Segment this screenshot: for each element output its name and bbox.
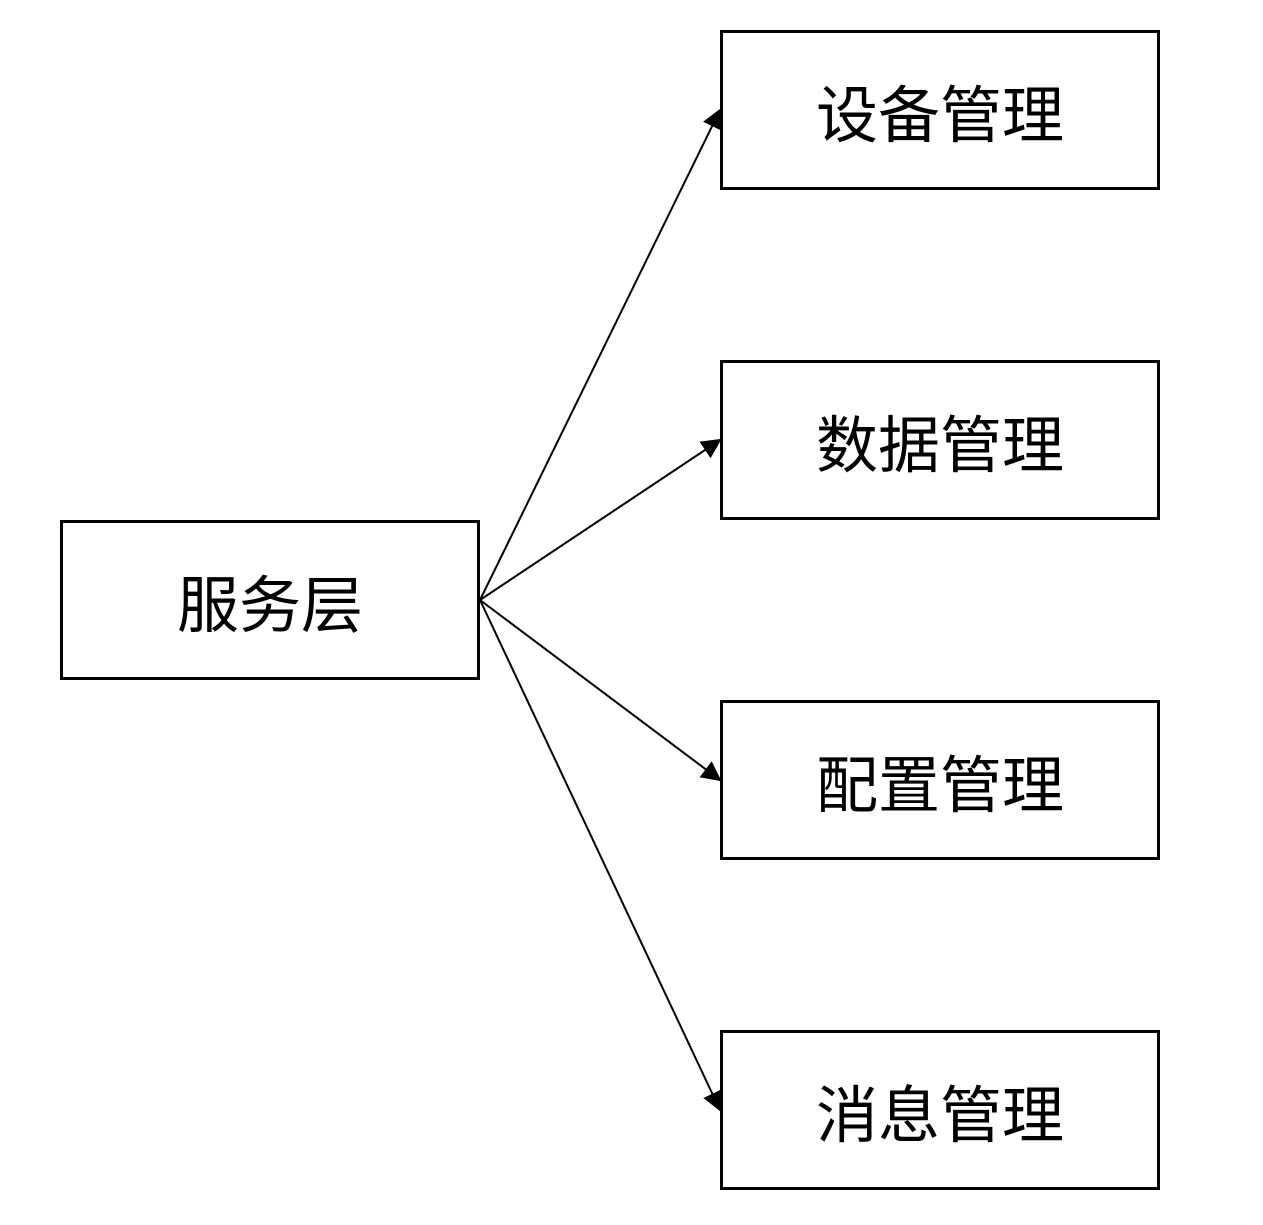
root-node-label: 服务层 [177, 555, 363, 645]
child-node-3-label: 消息管理 [816, 1065, 1064, 1155]
child-node-0-label: 设备管理 [816, 65, 1064, 155]
child-node-2: 配置管理 [720, 700, 1160, 860]
child-node-2-label: 配置管理 [816, 735, 1064, 825]
child-node-1-label: 数据管理 [816, 395, 1064, 485]
child-node-1: 数据管理 [720, 360, 1160, 520]
child-node-3: 消息管理 [720, 1030, 1160, 1190]
child-node-0: 设备管理 [720, 30, 1160, 190]
root-node: 服务层 [60, 520, 480, 680]
